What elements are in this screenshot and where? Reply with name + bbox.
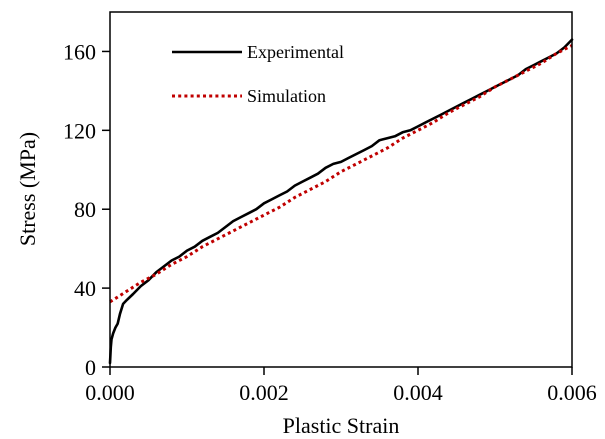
x-axis-ticks: 0.000 0.002 0.004 0.006 [85,367,597,405]
x-tick-label: 0.004 [393,380,443,405]
x-tick-label: 0.006 [547,380,597,405]
y-tick-label: 160 [63,39,96,64]
y-axis-ticks: 0 40 80 120 160 [63,39,110,380]
series-line-experimental [108,38,574,365]
legend-label-experimental: Experimental [247,42,344,62]
x-tick-label: 0.002 [239,380,289,405]
y-tick-label: 80 [74,197,96,222]
y-tick-label: 120 [63,118,96,143]
plot-area-frame [109,11,573,368]
series-group [108,38,574,365]
x-tick-label: 0.000 [85,380,135,405]
y-tick-label: 0 [85,355,96,380]
y-axis-title: Stress (MPa) [15,132,40,246]
x-axis-title: Plastic Strain [283,413,400,438]
y-tick-label: 40 [74,276,96,301]
series-line-simulation [109,44,573,304]
legend-label-simulation: Simulation [247,86,326,106]
legend: Experimental Simulation [172,42,344,106]
